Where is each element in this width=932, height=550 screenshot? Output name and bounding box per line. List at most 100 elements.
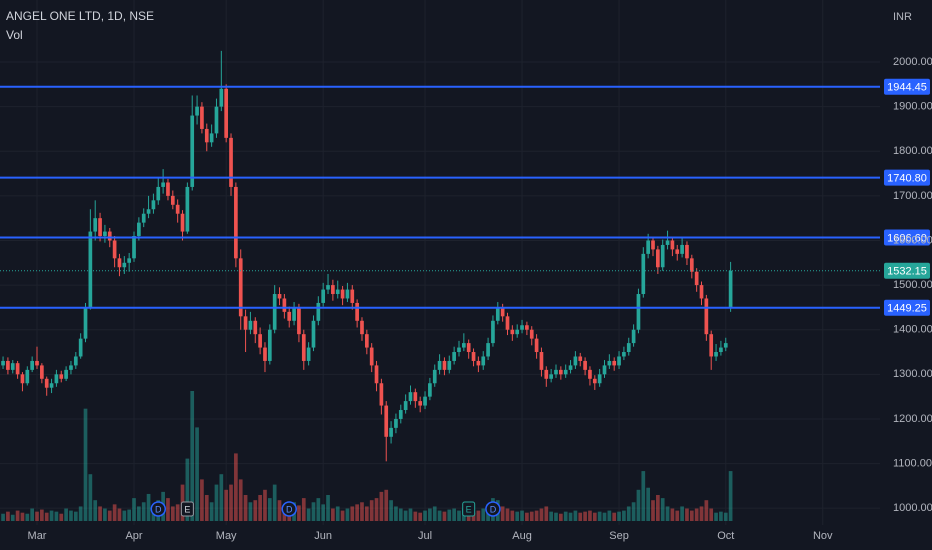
volume-bar — [500, 506, 505, 521]
candle-body — [335, 289, 340, 295]
candle-body — [306, 347, 311, 361]
volume-bar — [272, 484, 277, 521]
candle-body — [631, 329, 636, 344]
volume-bar — [704, 500, 709, 521]
candle-body — [723, 343, 728, 348]
candle-body — [554, 369, 558, 375]
volume-bar — [573, 510, 578, 521]
candle-body — [204, 128, 209, 143]
candle-body — [292, 307, 296, 321]
volume-bar — [607, 510, 612, 521]
volume-bar — [78, 506, 83, 521]
volume-bar — [360, 502, 364, 521]
candle-body — [78, 338, 83, 357]
candle-body — [549, 374, 553, 379]
volume-bar — [505, 508, 510, 521]
candle-body — [326, 285, 330, 290]
volume-bar — [699, 506, 704, 521]
volume-bar — [306, 508, 311, 521]
candle-body — [641, 253, 646, 295]
volume-bar — [316, 498, 321, 521]
y-tick-label: 1800.00 — [893, 145, 932, 157]
volume-bar — [141, 502, 146, 521]
volume-bar — [93, 500, 98, 521]
volume-bar — [200, 479, 204, 521]
candle-body — [229, 137, 233, 187]
candle-body — [563, 369, 568, 375]
volume-bar — [326, 495, 330, 521]
volume-bar — [592, 512, 597, 521]
volume-bar — [49, 510, 54, 521]
volume-bar — [59, 513, 64, 521]
candle-body — [607, 360, 612, 366]
volume-bar — [529, 511, 534, 521]
volume-bar — [539, 508, 544, 521]
volume-bar — [442, 511, 447, 521]
volume-bar — [69, 510, 73, 521]
event-label: D — [286, 504, 293, 514]
volume-bar — [277, 500, 282, 521]
level-tag — [884, 299, 930, 316]
volume-bar — [651, 500, 655, 521]
candle-body — [117, 258, 122, 268]
candle-body — [471, 352, 476, 361]
level-label: 1606.60 — [887, 232, 927, 244]
chart-title: ANGEL ONE LTD, 1D, NSE — [6, 9, 154, 23]
volume-bar — [423, 510, 427, 521]
volume-bar — [146, 493, 151, 521]
candle-body — [6, 360, 10, 370]
candle-body — [442, 360, 447, 370]
event-label: E — [466, 504, 472, 514]
candle-body — [321, 289, 326, 303]
candle-body — [709, 334, 714, 357]
candle-body — [612, 360, 617, 366]
volume-bar — [10, 514, 15, 521]
candle-body — [588, 369, 592, 379]
volume-bar — [432, 506, 437, 521]
y-tick-label: 1400.00 — [893, 324, 932, 336]
volume-bar — [209, 502, 214, 521]
level-tag — [884, 229, 930, 246]
candle-body — [670, 240, 675, 250]
candle-body — [151, 200, 156, 210]
candle-body — [209, 133, 214, 143]
candle-body — [137, 222, 141, 237]
volume-bar — [563, 511, 568, 521]
candle-body — [728, 270, 733, 308]
volume-bar — [301, 498, 306, 521]
candle-body — [432, 369, 437, 384]
candle-body — [93, 218, 98, 232]
volume-bar — [578, 512, 583, 521]
currency: INR — [893, 11, 912, 23]
candle-body — [476, 360, 481, 366]
volume-bar — [646, 487, 650, 521]
volume-bar — [132, 498, 136, 521]
volume-bar — [350, 506, 355, 521]
volume-bar — [15, 510, 20, 521]
x-tick-label: Mar — [28, 530, 47, 542]
candle-body — [583, 360, 587, 370]
volume-bar — [224, 489, 229, 521]
candle-body — [534, 338, 539, 353]
candle-body — [500, 307, 505, 317]
volume-bar — [660, 498, 665, 521]
x-tick-label: Oct — [717, 530, 734, 542]
candle-body — [529, 329, 534, 339]
volume-bar — [204, 495, 209, 521]
volume-bar — [88, 474, 93, 521]
candle-body — [389, 427, 393, 437]
candle-body — [486, 343, 490, 357]
volume-bar — [665, 506, 670, 521]
volume-bar — [238, 479, 243, 521]
candle-body — [355, 302, 359, 321]
candle-body — [544, 369, 549, 379]
candle-body — [88, 231, 93, 308]
candle-body — [238, 258, 243, 317]
volume-bar — [6, 511, 10, 521]
level-tag — [884, 169, 930, 186]
volume-bar — [728, 471, 733, 521]
volume-bar — [243, 495, 248, 521]
candle-body — [234, 186, 238, 259]
level-label: 1740.80 — [887, 173, 927, 185]
volume-bar — [680, 506, 684, 521]
